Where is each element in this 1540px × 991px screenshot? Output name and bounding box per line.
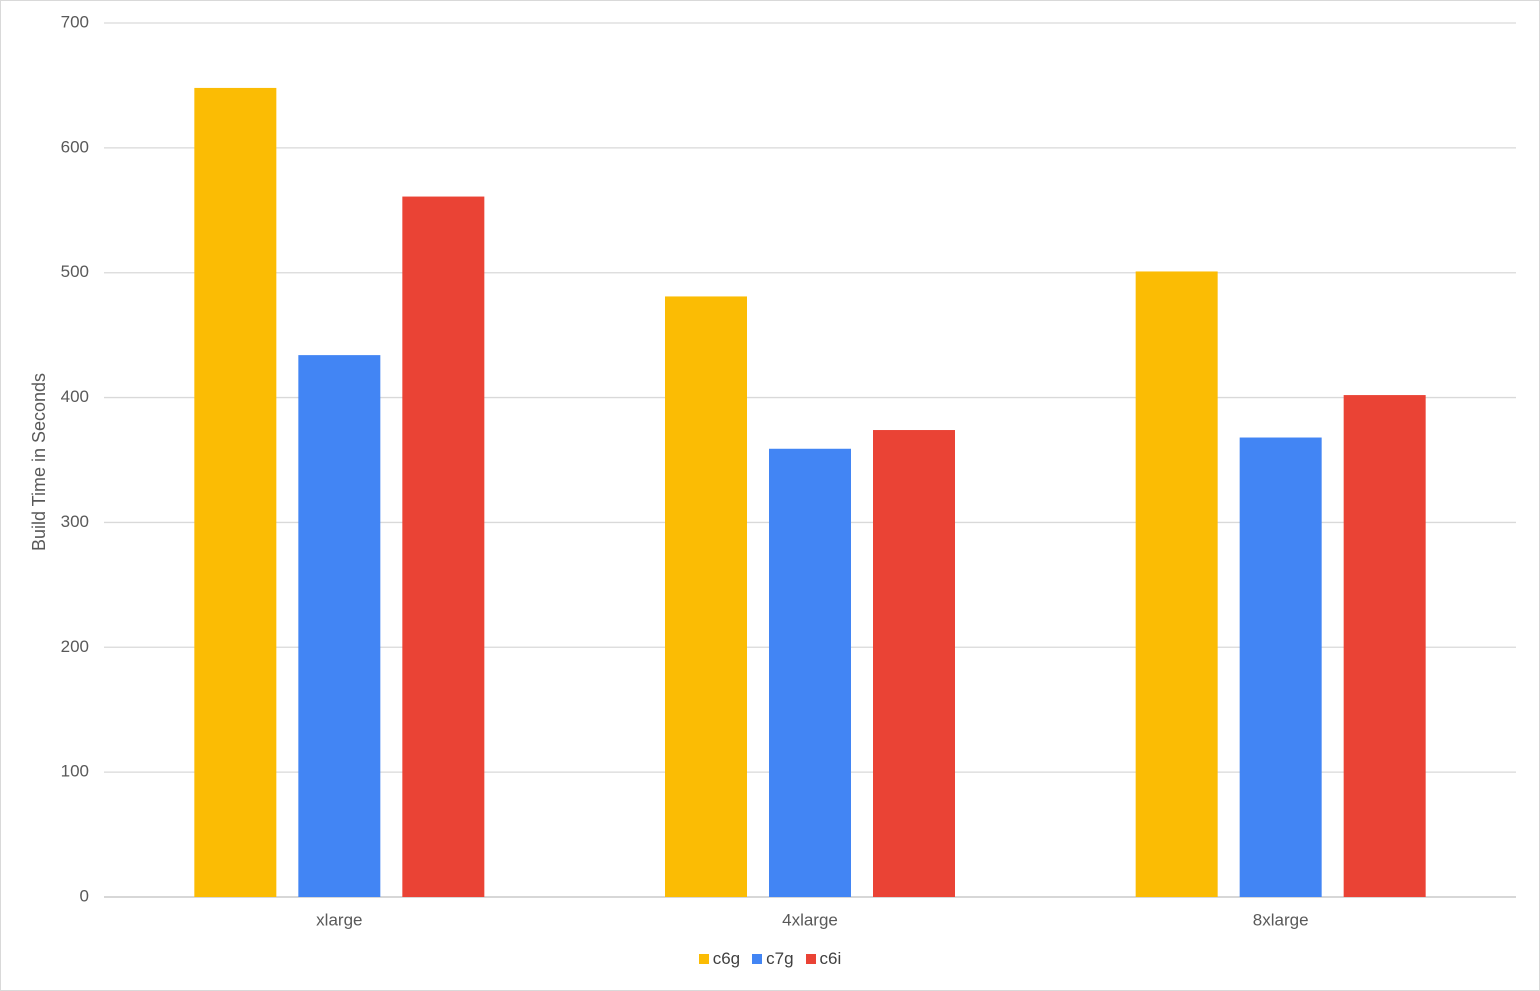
x-axis-tick-labels: xlarge 4xlarge 8xlarge	[316, 910, 1308, 929]
bar-c6g-8xlarge	[1135, 271, 1218, 898]
y-tick-label: 100	[61, 762, 89, 781]
legend-swatch	[752, 954, 763, 964]
bar-c6g-xlarge	[194, 87, 277, 897]
y-tick-label: 0	[80, 886, 89, 905]
legend-item-c6i: c6i	[805, 949, 842, 969]
legend-label: c7g	[766, 949, 794, 968]
bar-c6i-4xlarge	[873, 430, 955, 897]
bar-c7g-xlarge	[298, 355, 381, 897]
y-axis-label: Build Time in Seconds	[29, 373, 49, 551]
y-tick-label: 300	[61, 512, 89, 531]
y-axis-tick-labels: 0 100 200 300 400 500 600 700	[61, 12, 89, 905]
legend-item-c7g: c7g	[752, 949, 794, 969]
y-tick-label: 200	[61, 637, 89, 656]
legend-label: c6g	[712, 949, 741, 968]
legend: c6g c7g c6i	[0, 949, 1540, 969]
x-tick-label: 4xlarge	[782, 910, 838, 929]
bar-c7g-8xlarge	[1239, 437, 1322, 897]
bars	[194, 87, 1426, 898]
legend-swatch	[805, 954, 816, 964]
y-tick-label: 400	[61, 387, 89, 406]
y-tick-label: 500	[61, 262, 89, 281]
bar-c7g-4xlarge	[769, 448, 851, 897]
y-tick-label: 700	[61, 12, 89, 31]
x-tick-label: xlarge	[316, 910, 362, 929]
bar-c6i-xlarge	[402, 196, 485, 898]
bar-c6g-4xlarge	[665, 296, 747, 897]
legend-label: c6i	[819, 949, 842, 968]
legend-swatch	[698, 954, 709, 964]
y-tick-label: 600	[61, 137, 89, 156]
bar-c6i-8xlarge	[1343, 395, 1426, 897]
legend-item-c6g: c6g	[698, 949, 741, 969]
x-tick-label: 8xlarge	[1253, 910, 1309, 929]
